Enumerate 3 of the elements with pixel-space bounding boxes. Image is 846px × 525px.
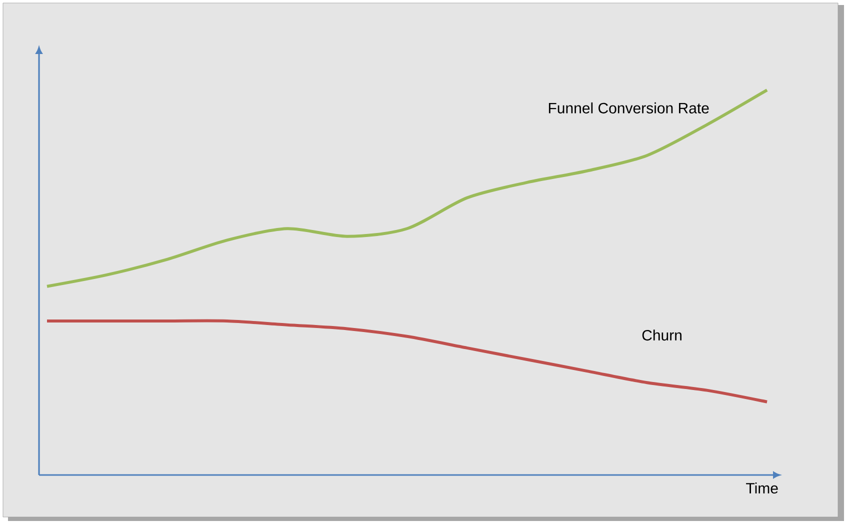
text: Churn [642, 330, 682, 341]
x-axis-title: Time [746, 482, 778, 494]
series-label: Funnel Conversion Rate [548, 102, 709, 114]
